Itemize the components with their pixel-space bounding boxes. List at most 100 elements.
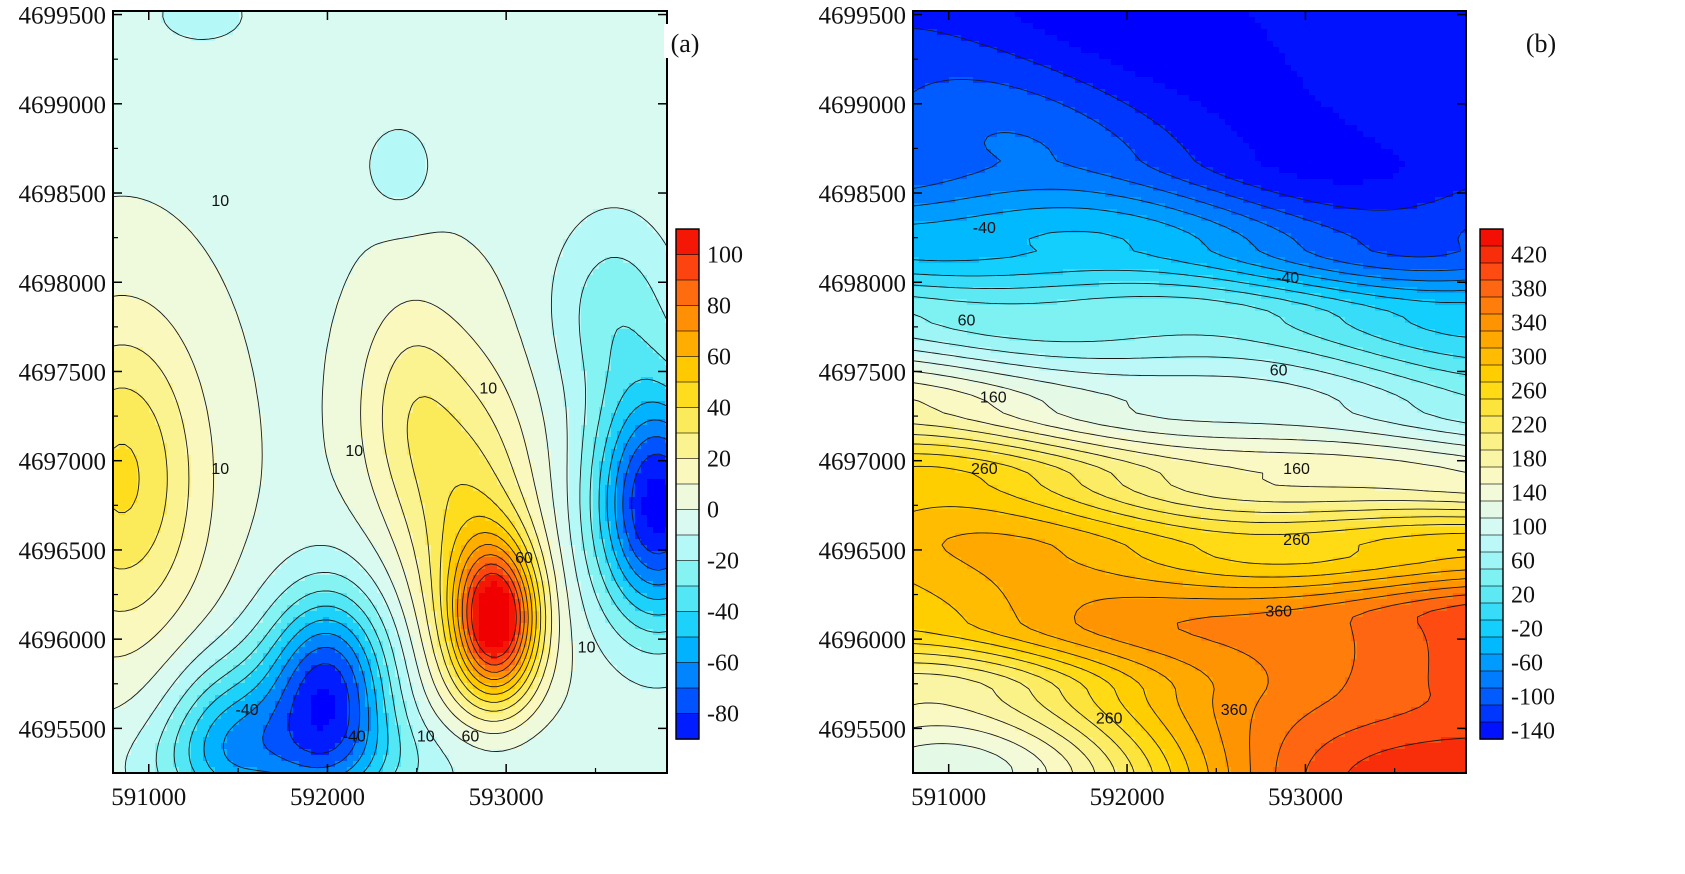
- contour-cell: [281, 47, 288, 54]
- contour-cell: [617, 311, 624, 318]
- contour-cell: [251, 203, 258, 210]
- contour-cell: [269, 173, 276, 180]
- contour-cell: [269, 53, 276, 60]
- contour-cell: [221, 155, 228, 162]
- contour-cell: [131, 95, 138, 102]
- contour-cell: [137, 47, 144, 54]
- contour-cell: [635, 17, 642, 24]
- contour-cell: [143, 11, 150, 18]
- contour-cell: [221, 299, 228, 306]
- contour-cell: [149, 47, 156, 54]
- contour-cell: [455, 185, 462, 192]
- contour-cell: [173, 323, 180, 330]
- contour-cell: [515, 323, 522, 330]
- contour-cell: [431, 95, 438, 102]
- contour-cell: [569, 239, 576, 246]
- contour-cell: [113, 251, 120, 258]
- contour-cell: [647, 107, 654, 114]
- contour-cell: [341, 245, 348, 252]
- contour-cell: [137, 317, 144, 324]
- contour-cell: [197, 131, 204, 138]
- contour-cell: [335, 173, 342, 180]
- contour-cell: [125, 83, 132, 90]
- contour-cell: [131, 23, 138, 30]
- contour-cell: [167, 11, 174, 18]
- contour-cell: [419, 269, 426, 276]
- contour-cell: [401, 323, 408, 330]
- contour-cell: [551, 239, 558, 246]
- contour-cell: [449, 197, 456, 204]
- contour-cell: [527, 41, 534, 48]
- contour-cell: [257, 191, 264, 198]
- contour-cell: [359, 119, 366, 126]
- contour-cell: [551, 299, 558, 306]
- contour-cell: [473, 311, 480, 318]
- contour-cell: [587, 11, 594, 18]
- contour-cell: [305, 215, 312, 222]
- contour-cell: [575, 95, 582, 102]
- contour-cell: [491, 107, 498, 114]
- contour-cell: [533, 299, 540, 306]
- contour-cell: [311, 113, 318, 120]
- contour-cell: [635, 317, 642, 324]
- contour-cell: [611, 29, 618, 36]
- contour-cell: [587, 101, 594, 108]
- contour-cell: [365, 41, 372, 48]
- contour-cell: [575, 167, 582, 174]
- contour-cell: [479, 179, 486, 186]
- contour-cell: [653, 143, 660, 150]
- contour-cell: [479, 107, 486, 114]
- contour-cell: [407, 59, 414, 66]
- contour-cell: [641, 167, 648, 174]
- contour-cell: [257, 179, 264, 186]
- contour-cell: [485, 59, 492, 66]
- contour-cell: [287, 119, 294, 126]
- contour-cell: [623, 77, 630, 84]
- contour-cell: [593, 221, 600, 228]
- contour-cell: [401, 95, 408, 102]
- contour-cell: [653, 209, 660, 216]
- contour-cell: [353, 305, 360, 312]
- contour-cell: [575, 107, 582, 114]
- contour-cell: [623, 299, 630, 306]
- contour-cell: [551, 155, 558, 162]
- contour-cell: [527, 281, 534, 288]
- contour-cell: [575, 197, 582, 204]
- contour-cell: [155, 227, 162, 234]
- contour-cell: [479, 41, 486, 48]
- contour-cell: [425, 53, 432, 60]
- contour-cell: [659, 131, 666, 138]
- contour-cell: [623, 65, 630, 72]
- contour-cell: [491, 173, 498, 180]
- contour-cell: [587, 251, 594, 258]
- contour-cell: [497, 287, 504, 294]
- contour-cell: [587, 53, 594, 60]
- contour-cell: [437, 23, 444, 30]
- contour-cell: [209, 47, 216, 54]
- contour-cell: [593, 275, 600, 282]
- contour-cell: [347, 137, 354, 144]
- contour-cell: [515, 233, 522, 240]
- contour-cell: [407, 23, 414, 30]
- contour-cell: [527, 269, 534, 276]
- contour-cell: [167, 233, 174, 240]
- contour-cell: [311, 221, 318, 228]
- contour-cell: [299, 53, 306, 60]
- contour-cell: [539, 263, 546, 270]
- contour-cell: [515, 89, 522, 96]
- contour-cell: [245, 107, 252, 114]
- contour-cell: [665, 197, 667, 204]
- contour-cell: [611, 23, 618, 30]
- contour-cell: [185, 179, 192, 186]
- contour-cell: [251, 323, 258, 330]
- contour-cell: [461, 323, 468, 330]
- contour-cell: [491, 323, 498, 330]
- contour-cell: [659, 299, 666, 306]
- contour-cell: [185, 287, 192, 294]
- contour-cell: [611, 41, 618, 48]
- contour-cell: [401, 29, 408, 36]
- contour-cell: [611, 263, 618, 270]
- contour-cell: [143, 107, 150, 114]
- contour-cell: [221, 125, 228, 132]
